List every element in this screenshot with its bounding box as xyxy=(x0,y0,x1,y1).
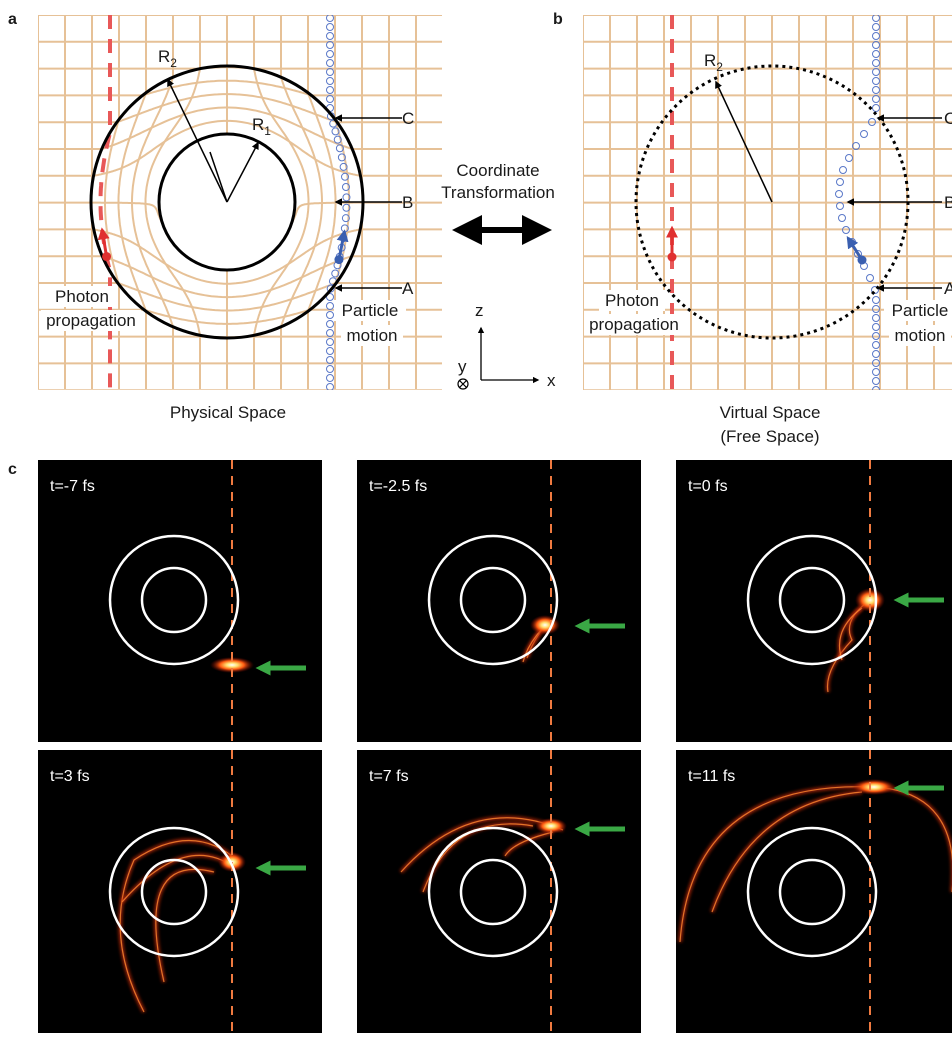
frame: t=0 fs xyxy=(676,460,952,742)
radius-base: R xyxy=(704,51,716,70)
photon-dot xyxy=(668,253,677,262)
label: Photon xyxy=(605,291,659,310)
point-label: C xyxy=(402,109,414,128)
frame-background xyxy=(357,460,641,742)
time-label: t=7 fs xyxy=(369,768,409,785)
radius-sub: 1 xyxy=(264,124,271,138)
point-label: B xyxy=(944,193,952,212)
caption: Physical Space xyxy=(170,403,286,422)
point-label: C xyxy=(944,109,952,128)
frame-background xyxy=(676,750,952,1033)
label: motion xyxy=(894,326,945,345)
transform-label: Coordinate xyxy=(456,161,539,180)
axis-y-symbol xyxy=(460,381,467,388)
caption: Virtual Space xyxy=(720,403,821,422)
frame: t=11 fs xyxy=(676,750,952,1033)
radius-sub: 2 xyxy=(716,60,723,74)
axis-label: y xyxy=(458,357,467,376)
label: propagation xyxy=(589,315,679,334)
particle-dot xyxy=(858,256,867,265)
transform-label: Transformation xyxy=(441,183,555,202)
hot-spot xyxy=(852,779,896,795)
label: motion xyxy=(346,326,397,345)
time-label: t=-7 fs xyxy=(50,478,95,495)
panel-label: a xyxy=(8,11,17,28)
point-label: A xyxy=(944,279,952,298)
frame: t=-7 fs xyxy=(38,460,322,742)
caption: (Free Space) xyxy=(720,427,819,446)
simulation-frames: t=-7 fs t=-2.5 fs t=0 fs t=3 fs t=7 fs t=11 f… xyxy=(38,460,952,1033)
page: { "panel_labels": ["a", "b", "c"], "phys… xyxy=(0,0,952,1033)
axis-label: x xyxy=(547,371,556,390)
frame: t=7 fs xyxy=(357,750,641,1033)
panel-label: b xyxy=(553,11,563,28)
frame-background xyxy=(38,750,322,1033)
point-label: A xyxy=(402,279,414,298)
frame: t=-2.5 fs xyxy=(357,460,641,742)
frame: t=3 fs xyxy=(38,750,322,1033)
label: Particle xyxy=(342,301,399,320)
time-label: t=3 fs xyxy=(50,768,90,785)
figure: a b c R2R1R2CCBBAAPhotonpropagationParti… xyxy=(0,0,952,1033)
label: propagation xyxy=(46,311,136,330)
time-label: t=11 fs xyxy=(688,768,735,785)
frame-background xyxy=(357,750,641,1033)
time-label: t=0 fs xyxy=(688,478,728,495)
point-label: B xyxy=(402,193,413,212)
particle-dot xyxy=(334,255,343,264)
label: Particle xyxy=(892,301,949,320)
radius-base: R xyxy=(158,47,170,66)
axis-label: z xyxy=(475,301,484,320)
label: Photon xyxy=(55,287,109,306)
radius-sub: 2 xyxy=(170,56,177,70)
time-label: t=-2.5 fs xyxy=(369,478,427,495)
panel-label: c xyxy=(8,461,17,478)
radius-base: R xyxy=(252,115,264,134)
frame-background xyxy=(38,460,322,742)
photon-dot xyxy=(102,252,111,261)
